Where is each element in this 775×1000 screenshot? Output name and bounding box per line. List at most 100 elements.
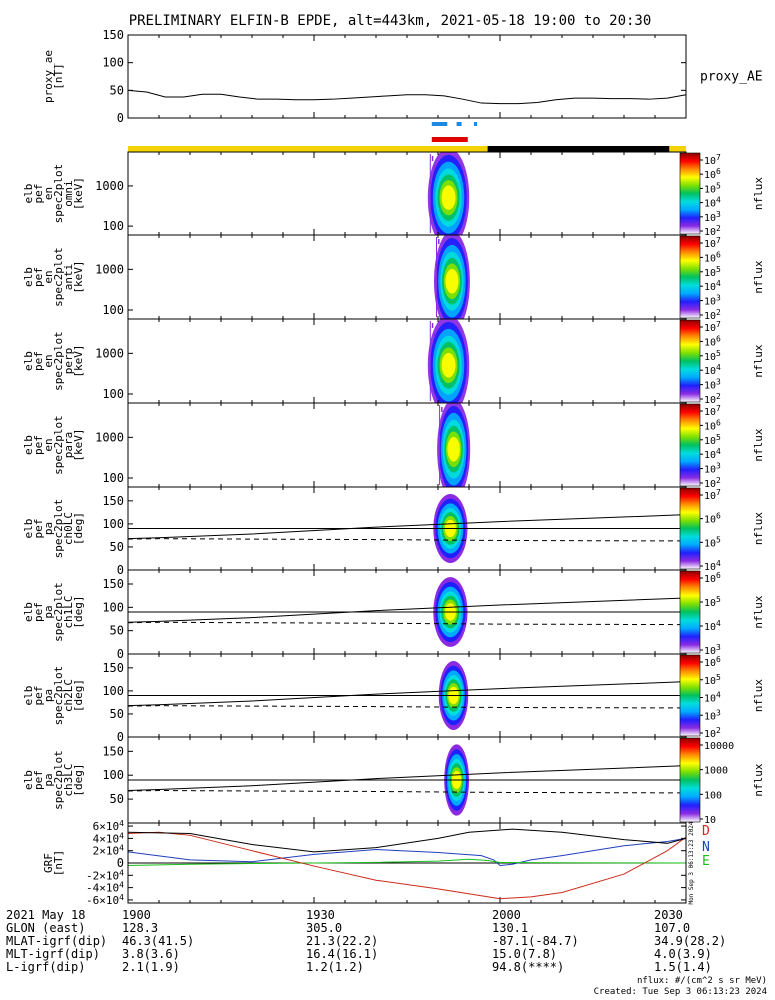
colorbar-tick-label: 105 bbox=[704, 673, 721, 687]
grf-line-D bbox=[127, 831, 687, 900]
y-tick-label: 100 bbox=[102, 56, 124, 70]
y-tick-label: 100 bbox=[102, 684, 124, 698]
panel-plot-area bbox=[128, 493, 686, 564]
ephemeris-cell: 1.2(1.2) bbox=[306, 960, 364, 974]
panel-grf: GRF[nT] 6×1044×1042×1040-2×104-4×104-6×10… bbox=[42, 819, 710, 907]
y-tick-label: 50 bbox=[110, 540, 124, 554]
colorbar bbox=[679, 152, 701, 235]
colorbar-tick-label: 102 bbox=[704, 392, 721, 406]
panel-frame bbox=[127, 822, 687, 904]
colorbar-tick-label: 10 bbox=[704, 815, 716, 826]
colorbar-tick-label: 103 bbox=[704, 708, 721, 722]
colorbar-tick-label: 105 bbox=[704, 181, 721, 195]
spectrogram-edge bbox=[429, 154, 431, 233]
y-axis-label: pef bbox=[32, 184, 45, 204]
colorbar-tick-label: 107 bbox=[704, 153, 721, 167]
y-axis-label: pef bbox=[32, 267, 45, 287]
colorbar-tick-label: 103 bbox=[704, 294, 721, 308]
grf-legend-N: N bbox=[702, 840, 710, 855]
y-tick-label: 150 bbox=[102, 661, 124, 675]
spectrogram-band bbox=[447, 436, 460, 462]
ephemeris-cell: 21.3(22.2) bbox=[306, 934, 379, 948]
y-axis-label: pa bbox=[42, 773, 55, 786]
loss-cone-line bbox=[128, 681, 686, 707]
y-axis-label: spec2plot bbox=[52, 750, 65, 810]
science-zone-blue bbox=[456, 122, 462, 126]
y-tick-label: 50 bbox=[110, 83, 124, 97]
science-zone-red bbox=[431, 137, 468, 142]
panel-plot-area bbox=[128, 577, 686, 647]
y-tick-label: 100 bbox=[102, 768, 124, 782]
spectrogram-cell bbox=[438, 239, 440, 244]
y-tick-label: 0 bbox=[117, 856, 124, 870]
grf-line-N bbox=[127, 837, 687, 866]
ephemeris-row: GLON (east) 128.3 305.0 130.1 107.0 bbox=[6, 922, 706, 935]
ephemeris-cell: 2.1(1.9) bbox=[122, 960, 180, 974]
colorbar-tick-label: 103 bbox=[704, 210, 721, 224]
y-axis-label: spec2plot bbox=[52, 415, 65, 475]
colorbar-tick-label: 106 bbox=[704, 418, 721, 432]
panel-plot-area bbox=[427, 319, 470, 403]
colorbar bbox=[679, 570, 701, 654]
panel-plot-area bbox=[128, 660, 686, 731]
colorbar bbox=[679, 487, 701, 570]
y-axis-label: para bbox=[62, 432, 75, 459]
y-axis-label: perp bbox=[62, 348, 75, 375]
science-zone-blue bbox=[473, 122, 478, 126]
panel-frame bbox=[127, 318, 687, 404]
spectrogram-cell bbox=[441, 407, 443, 412]
ephemeris-cell: 2000 bbox=[492, 908, 521, 922]
y-axis-label: pa bbox=[42, 522, 55, 535]
colorbar bbox=[679, 654, 701, 737]
y-axis-label: ch1LC bbox=[62, 595, 75, 628]
ephemeris-cell: 305.0 bbox=[306, 921, 343, 935]
y-axis-label: elb bbox=[22, 686, 35, 706]
y-tick-label: 150 bbox=[102, 744, 124, 758]
spectrogram-cell bbox=[431, 156, 434, 161]
y-axis-label: spec2plot bbox=[52, 331, 65, 391]
colorbar-label: nflux bbox=[752, 428, 765, 461]
colorbar-tick-label: 105 bbox=[704, 535, 721, 549]
ephemeris-cell: 107.0 bbox=[654, 921, 691, 935]
y-tick-label: 150 bbox=[102, 494, 124, 508]
y-tick-label: 0 bbox=[117, 730, 124, 744]
ephemeris-cell: 130.1 bbox=[492, 921, 529, 935]
colorbar-tick-label: 105 bbox=[704, 265, 721, 279]
y-tick-label: 1000 bbox=[95, 346, 124, 360]
y-tick-label: 100 bbox=[102, 517, 124, 531]
science-zone-blue bbox=[431, 122, 448, 126]
colorbar-tick-label: 104 bbox=[704, 279, 721, 293]
y-axis-label: elb bbox=[22, 770, 35, 790]
y-axis-label: pa bbox=[42, 689, 55, 702]
y-tick-label: 6×104 bbox=[93, 819, 125, 833]
panel-plot-area bbox=[427, 152, 470, 235]
colorbar-tick-label: 1000 bbox=[704, 766, 728, 777]
colorbar-label: nflux bbox=[752, 763, 765, 796]
y-axis-label: elb bbox=[22, 602, 35, 622]
ephemeris-cell: 15.0(7.8) bbox=[492, 947, 558, 961]
anti-loss-cone-line bbox=[128, 538, 686, 542]
spectrogram-cell bbox=[431, 323, 434, 328]
y-axis-label: pef bbox=[32, 602, 45, 622]
grf-stamp: Mon Sep 3 06:13:23 2024 bbox=[688, 821, 695, 904]
y-tick-label: 4×104 bbox=[93, 831, 125, 845]
ephemeris-cell: 34.9(28.2) bbox=[654, 934, 727, 948]
panel-frame bbox=[127, 34, 687, 119]
colorbar-label: nflux bbox=[752, 512, 765, 545]
y-axis-label: spec2plot bbox=[52, 164, 65, 224]
colorbar-tick-label: 107 bbox=[704, 404, 721, 418]
ephemeris-cell: -87.1(-84.7) bbox=[492, 934, 579, 948]
ephemeris-cell: 16.4(16.1) bbox=[306, 947, 379, 961]
colorbar bbox=[679, 737, 701, 823]
grf-legend-E: E bbox=[702, 854, 710, 869]
y-axis-label: spec2plot bbox=[52, 582, 65, 642]
y-tick-label: 2×104 bbox=[93, 844, 125, 858]
y-tick-label: -4×104 bbox=[86, 881, 124, 895]
timeline-bars bbox=[128, 122, 686, 152]
ephemeris-row: L-igrf(dip) 2.1(1.9) 1.2(1.2) 94.8(****) 1.5… bbox=[6, 960, 712, 974]
colorbar-tick-label: 10000 bbox=[704, 741, 734, 752]
